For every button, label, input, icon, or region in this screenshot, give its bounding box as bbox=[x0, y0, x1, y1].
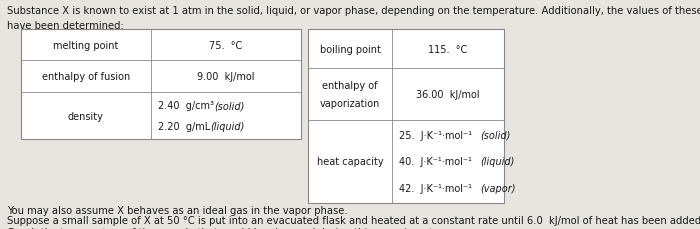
Bar bbox=[308, 30, 504, 203]
Text: enthalpy of: enthalpy of bbox=[322, 80, 378, 90]
Text: 36.00  kJ/mol: 36.00 kJ/mol bbox=[416, 90, 480, 100]
Text: (solid): (solid) bbox=[480, 130, 510, 140]
Text: boiling point: boiling point bbox=[320, 44, 380, 55]
Text: 115.  °C: 115. °C bbox=[428, 44, 468, 55]
Text: heat capacity: heat capacity bbox=[316, 156, 384, 166]
Text: vaporization: vaporization bbox=[320, 99, 380, 109]
Text: Graph the temperature of the sample that would be observed during this experimen: Graph the temperature of the sample that… bbox=[7, 227, 436, 229]
Text: (solid): (solid) bbox=[215, 101, 245, 111]
Text: (liquid): (liquid) bbox=[480, 156, 514, 166]
Text: 40.  J·K⁻¹·mol⁻¹: 40. J·K⁻¹·mol⁻¹ bbox=[399, 156, 475, 166]
Text: density: density bbox=[68, 111, 104, 121]
Text: (liquid): (liquid) bbox=[210, 122, 244, 131]
Text: (vapor): (vapor) bbox=[480, 183, 515, 193]
Text: 75.  °C: 75. °C bbox=[209, 41, 242, 50]
Text: 42.  J·K⁻¹·mol⁻¹: 42. J·K⁻¹·mol⁻¹ bbox=[399, 183, 475, 193]
Text: melting point: melting point bbox=[53, 41, 118, 50]
Text: 25.  J·K⁻¹·mol⁻¹: 25. J·K⁻¹·mol⁻¹ bbox=[399, 130, 475, 140]
Text: 2.40  g/cm³: 2.40 g/cm³ bbox=[158, 101, 216, 111]
Text: 9.00  kJ/mol: 9.00 kJ/mol bbox=[197, 72, 255, 82]
Text: You may also assume X behaves as an ideal gas in the vapor phase.: You may also assume X behaves as an idea… bbox=[7, 205, 348, 215]
Bar bbox=[21, 30, 301, 140]
Text: enthalpy of fusion: enthalpy of fusion bbox=[41, 72, 130, 82]
Text: Substance X is known to exist at 1 atm in the solid, liquid, or vapor phase, dep: Substance X is known to exist at 1 atm i… bbox=[7, 6, 700, 16]
Text: 2.20  g/mL: 2.20 g/mL bbox=[158, 122, 213, 131]
Text: have been determined:: have been determined: bbox=[7, 21, 124, 30]
Text: Suppose a small sample of X at 50 °C is put into an evacuated flask and heated a: Suppose a small sample of X at 50 °C is … bbox=[7, 215, 700, 225]
